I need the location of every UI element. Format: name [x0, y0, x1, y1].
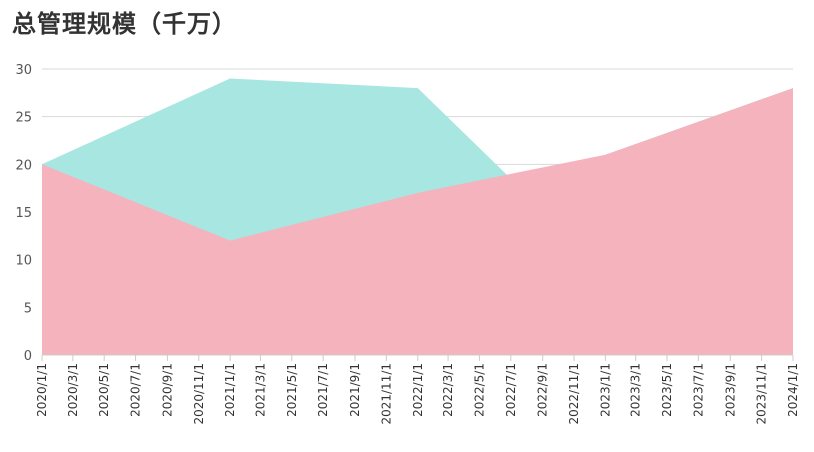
area-series-2 — [42, 88, 793, 355]
x-tick-label-10: 2021/9/1 — [348, 363, 362, 417]
x-tick-label-11: 2021/11/1 — [379, 363, 393, 425]
x-tick-label-15: 2022/7/1 — [504, 363, 518, 417]
x-tick-label-14: 2022/5/1 — [472, 363, 486, 417]
x-tick-label-19: 2023/3/1 — [629, 363, 643, 417]
x-tick-label-4: 2020/9/1 — [160, 363, 174, 417]
x-tick-label-16: 2022/9/1 — [536, 363, 550, 417]
x-tick-label-22: 2023/9/1 — [723, 363, 737, 417]
x-tick-label-17: 2022/11/1 — [567, 363, 581, 425]
chart-title: 总管理规模（千万） — [12, 9, 237, 38]
y-tick-label-6: 30 — [15, 63, 32, 78]
x-tick-label-20: 2023/5/1 — [660, 363, 674, 417]
y-tick-label-0: 0 — [24, 349, 32, 364]
y-axis: 0 5 10 15 20 25 30 — [15, 63, 32, 364]
x-tick-label-7: 2021/3/1 — [254, 363, 268, 417]
x-tick-label-1: 2020/3/1 — [66, 363, 80, 417]
x-tick-label-21: 2023/7/1 — [691, 363, 705, 417]
area-series — [42, 78, 793, 355]
x-tick-label-8: 2021/5/1 — [285, 363, 299, 417]
y-tick-label-1: 5 — [24, 301, 32, 316]
x-axis: 2020/1/1 2020/3/1 2020/5/1 2020/7/1 2020/9/1… — [35, 354, 800, 425]
x-tick-label-9: 2021/7/1 — [316, 363, 330, 417]
x-tick-label-24: 2024/1/1 — [786, 363, 800, 417]
y-tick-label-2: 10 — [15, 254, 32, 269]
x-tick-label-12: 2022/1/1 — [411, 363, 425, 417]
y-tick-label-4: 20 — [15, 158, 32, 173]
x-tick-label-23: 2023/11/1 — [755, 363, 769, 425]
x-tick-label-6: 2021/1/1 — [223, 363, 237, 417]
x-tick-label-13: 2022/3/1 — [441, 363, 455, 417]
x-tick-label-5: 2020/11/1 — [192, 363, 206, 425]
x-tick-label-18: 2023/1/1 — [598, 363, 612, 417]
y-tick-label-3: 15 — [15, 206, 32, 221]
x-tick-label-0: 2020/1/1 — [35, 363, 49, 417]
x-tick-label-3: 2020/7/1 — [129, 363, 143, 417]
y-tick-label-5: 25 — [15, 111, 32, 126]
x-tick-label-2: 2020/5/1 — [97, 363, 111, 417]
